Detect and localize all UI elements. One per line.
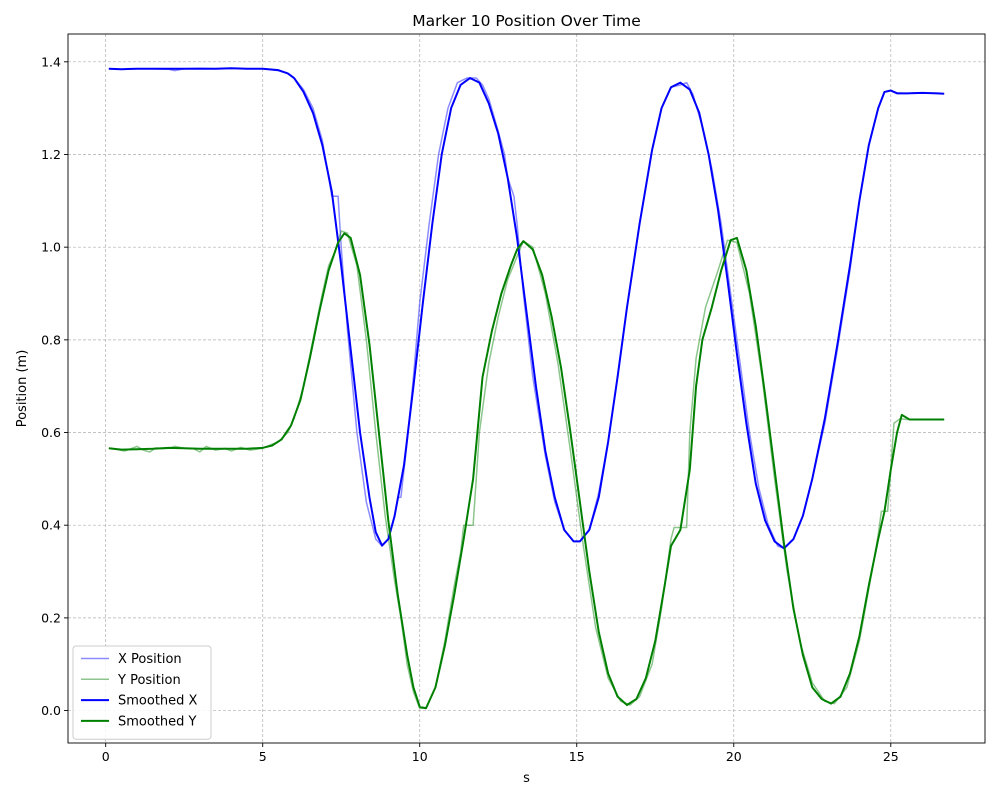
plot-frame xyxy=(67,33,986,744)
y-tick-label: 0.8 xyxy=(41,332,61,347)
legend-label-x-position: X Position xyxy=(118,652,182,667)
x-tick-label: 0 xyxy=(102,749,110,764)
legend-label-smoothed-x: Smoothed X xyxy=(118,694,198,709)
legend: X Position Y Position Smoothed X Smoothed Y xyxy=(72,645,212,740)
x-axis-label: s xyxy=(523,771,530,786)
chart-title: Marker 10 Position Over Time xyxy=(412,12,641,30)
y-tick-label: 1.0 xyxy=(41,240,61,255)
axis-ticks: 0 5 10 15 20 25 0.0 0.2 0.4 0.6 0.8 1.0 1.2 1.4 xyxy=(41,54,899,764)
x-tick-label: 10 xyxy=(412,749,428,764)
legend-box xyxy=(72,645,212,740)
legend-label-smoothed-y: Smoothed Y xyxy=(118,714,197,729)
series-line-smoothed-y xyxy=(108,232,945,710)
x-tick-label: 5 xyxy=(259,749,267,764)
series-lines xyxy=(108,67,945,710)
y-tick-label: 0.0 xyxy=(41,703,61,718)
y-tick-label: 0.4 xyxy=(41,518,61,533)
x-tick-label: 25 xyxy=(883,749,899,764)
series-line-smoothed-x xyxy=(108,67,945,550)
y-tick-label: 0.2 xyxy=(41,610,61,625)
x-tick-label: 15 xyxy=(569,749,585,764)
y-axis-label: Position (m) xyxy=(15,350,30,428)
x-tick-label: 20 xyxy=(726,749,742,764)
y-tick-label: 0.6 xyxy=(41,425,61,440)
legend-label-y-position: Y Position xyxy=(117,673,181,688)
y-tick-label: 1.2 xyxy=(41,147,61,162)
y-tick-label: 1.4 xyxy=(41,54,61,69)
grid xyxy=(68,34,985,743)
